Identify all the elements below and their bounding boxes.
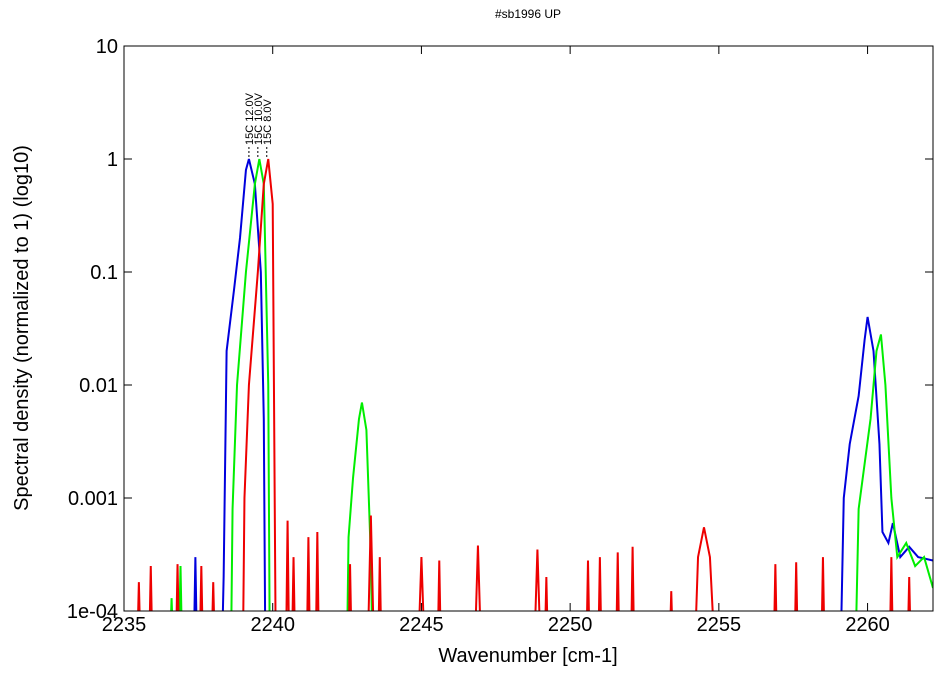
series-line <box>170 158 933 611</box>
x-tick-label: 2250 <box>548 614 593 636</box>
y-tick-label: 0.01 <box>79 375 118 397</box>
annotation: 15C 12.0V <box>244 92 256 145</box>
plot-area <box>137 158 933 611</box>
y-tick-label: 1e-04 <box>67 601 118 623</box>
plot-frame <box>123 45 934 612</box>
y-axis-label: Spectral density (normalized to 1) (log1… <box>11 145 33 511</box>
annotation: 15C 8.0V <box>262 98 274 145</box>
x-tick-label: 2245 <box>399 614 444 636</box>
x-tick-label: 2240 <box>250 614 295 636</box>
y-tick-label: 0.1 <box>90 262 118 284</box>
x-tick-label: 2255 <box>697 614 742 636</box>
x-axis-label: Wavenumber [cm-1] <box>438 645 617 667</box>
chart-title: #sb1996 UP <box>495 7 561 21</box>
x-tick-label: 2235 <box>102 614 147 636</box>
series-line <box>193 158 933 611</box>
y-tick-label: 0.001 <box>68 488 118 510</box>
y-tick-label: 10 <box>96 36 118 58</box>
x-tick-label: 2260 <box>845 614 890 636</box>
series-line <box>137 158 911 611</box>
annotation: 15C 10.0V <box>253 92 265 145</box>
y-tick-label: 1 <box>107 149 118 171</box>
